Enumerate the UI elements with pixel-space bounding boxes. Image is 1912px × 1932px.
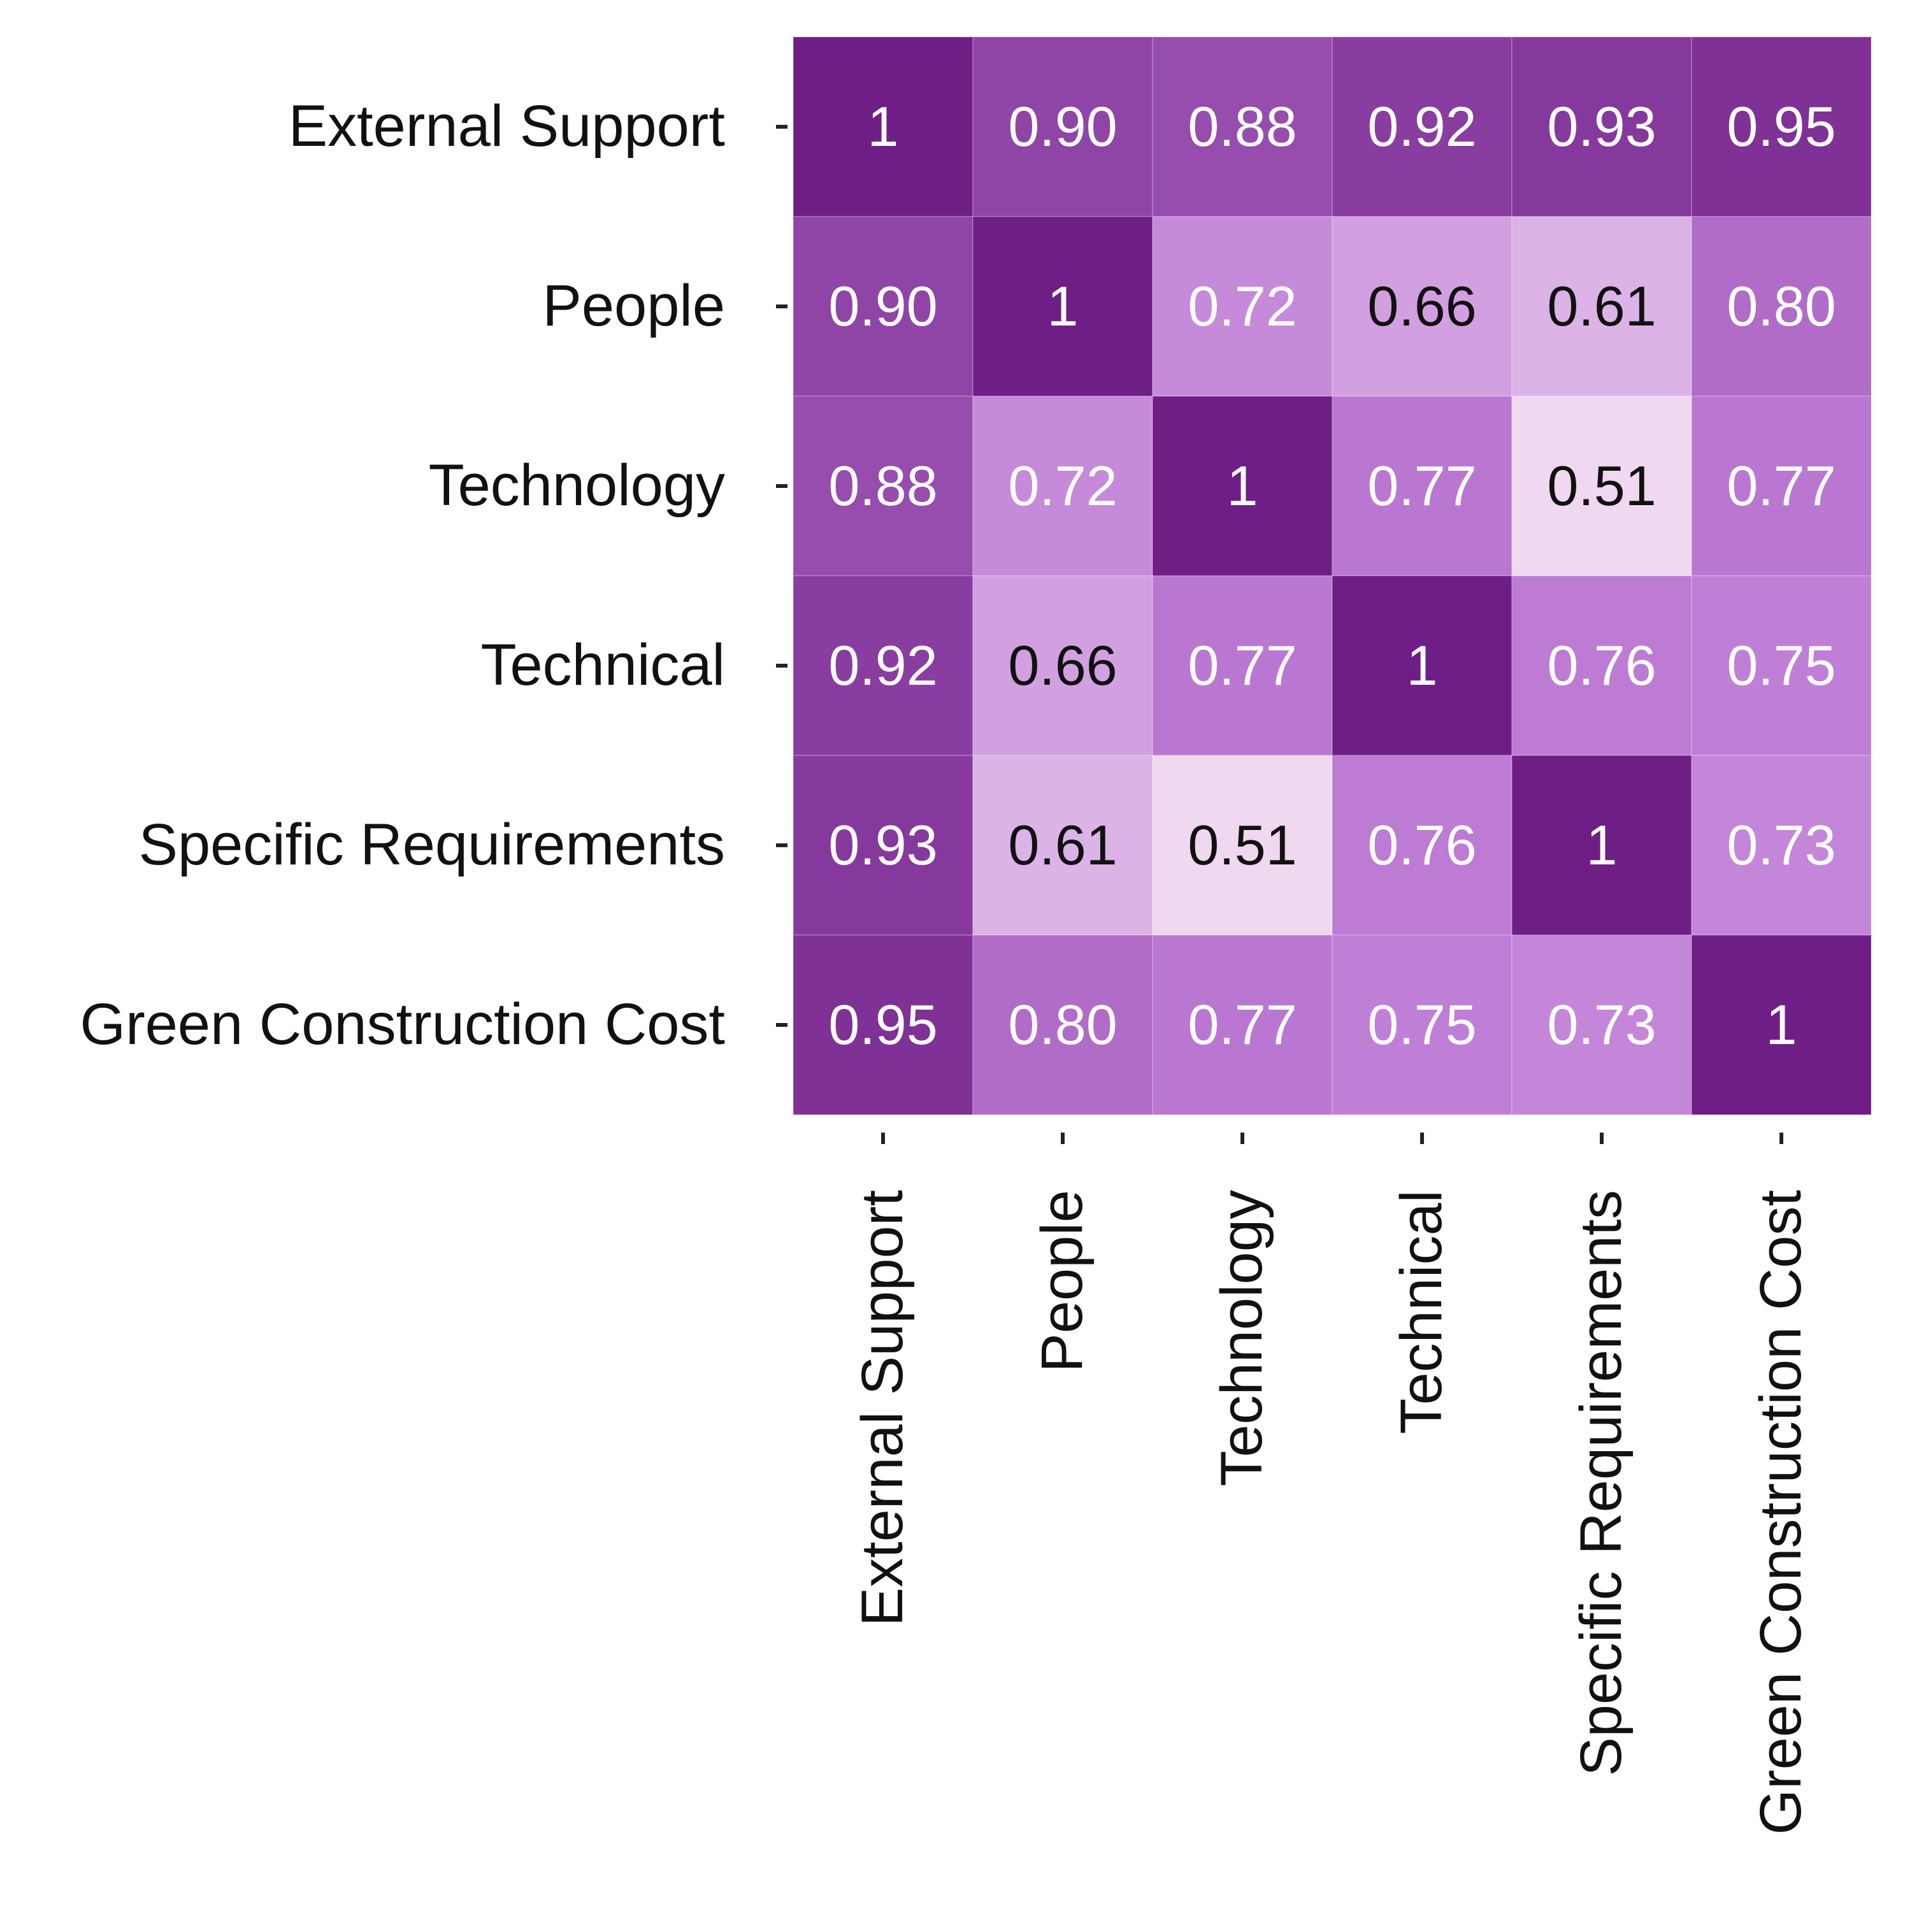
- heatmap-value-specific-requirements-green-construction-cost: 0.73: [1727, 813, 1836, 877]
- heatmap-cell-technology-specific-requirements: [1511, 396, 1692, 576]
- column-label-technical: Technical: [1389, 1190, 1454, 1435]
- heatmap-value-external-support-green-construction-cost: 0.95: [1727, 95, 1836, 158]
- heatmap-cell-technical-external-support: [793, 575, 974, 756]
- row-label-green-construction-cost: Green Construction Cost: [80, 992, 725, 1057]
- heatmap-cell-green-construction-cost-external-support: [793, 934, 974, 1115]
- heatmap-value-specific-requirements-external-support: 0.93: [828, 813, 937, 877]
- heatmap-value-technology-people: 0.72: [1008, 454, 1117, 517]
- heatmap-value-green-construction-cost-green-construction-cost: 1: [1766, 993, 1797, 1056]
- heatmap-cell-technology-external-support: [793, 396, 974, 576]
- column-label-technology: Technology: [1209, 1190, 1274, 1486]
- heatmap-value-people-people: 1: [1047, 275, 1079, 338]
- heatmap-value-external-support-people: 0.90: [1008, 95, 1117, 158]
- heatmap-value-specific-requirements-technical: 0.76: [1367, 813, 1476, 877]
- heatmap-value-specific-requirements-people: 0.61: [1008, 813, 1117, 877]
- heatmap-value-green-construction-cost-specific-requirements: 0.73: [1547, 993, 1656, 1056]
- heatmap-value-external-support-external-support: 1: [868, 95, 899, 158]
- heatmap-cell-technical-specific-requirements: [1511, 575, 1692, 756]
- heatmap-value-technical-green-construction-cost: 0.75: [1727, 634, 1836, 697]
- heatmap-cell-technology-technical: [1332, 396, 1513, 576]
- column-label-people: People: [1030, 1190, 1095, 1372]
- heatmap-cell-technical-people: [972, 575, 1153, 756]
- heatmap-cell-external-support-specific-requirements: [1511, 36, 1692, 217]
- heatmap-value-people-green-construction-cost: 0.80: [1727, 275, 1836, 338]
- row-label-specific-requirements: Specific Requirements: [139, 812, 725, 877]
- row-label-technical: Technical: [480, 633, 725, 698]
- column-label-external-support: External Support: [850, 1190, 915, 1626]
- heatmap-value-technical-specific-requirements: 0.76: [1547, 634, 1656, 697]
- heatmap-value-external-support-specific-requirements: 0.93: [1547, 95, 1656, 158]
- heatmap-value-technical-technical: 1: [1407, 634, 1438, 697]
- heatmap-cell-technical-green-construction-cost: [1691, 575, 1872, 756]
- heatmap-value-specific-requirements-specific-requirements: 1: [1586, 813, 1618, 877]
- heatmap-value-technical-external-support: 0.92: [828, 634, 937, 697]
- heatmap-value-green-construction-cost-technology: 0.77: [1188, 993, 1297, 1056]
- heatmap-value-green-construction-cost-people: 0.80: [1008, 993, 1117, 1056]
- heatmap-cell-external-support-technology: [1152, 36, 1333, 217]
- heatmap-cell-specific-requirements-green-construction-cost: [1691, 755, 1872, 936]
- heatmap-value-technology-technology: 1: [1227, 454, 1258, 517]
- heatmap-value-technology-external-support: 0.88: [828, 454, 937, 517]
- column-label-green-construction-cost: Green Construction Cost: [1748, 1190, 1813, 1835]
- row-labels: External Support People Technology Technica…: [80, 94, 787, 1057]
- heatmap-cell-external-support-external-support: [793, 36, 974, 217]
- heatmap-value-people-technical: 0.66: [1367, 275, 1476, 338]
- heatmap-cell-external-support-people: [972, 36, 1153, 217]
- heatmap-cell-technology-technology: [1152, 396, 1333, 576]
- heatmap-cell-external-support-technical: [1332, 36, 1513, 217]
- heatmap-cell-external-support-green-construction-cost: [1691, 36, 1872, 217]
- row-label-people: People: [543, 273, 725, 338]
- heatmap-cell-people-technical: [1332, 216, 1513, 397]
- heatmap-value-technology-green-construction-cost: 0.77: [1727, 454, 1836, 517]
- heatmap-cell-green-construction-cost-specific-requirements: [1511, 934, 1692, 1115]
- column-label-specific-requirements: Specific Requirements: [1569, 1190, 1634, 1776]
- heatmap-value-green-construction-cost-external-support: 0.95: [828, 993, 937, 1056]
- heatmap-cell-specific-requirements-technology: [1152, 755, 1333, 936]
- heatmap-cell-technical-technical: [1332, 575, 1513, 756]
- heatmap-cell-specific-requirements-specific-requirements: [1511, 755, 1692, 936]
- row-label-external-support: External Support: [289, 94, 725, 159]
- heatmap-value-external-support-technology: 0.88: [1188, 95, 1297, 158]
- heatmap-cell-people-green-construction-cost: [1691, 216, 1872, 397]
- column-labels: External Support People Technology Technica…: [850, 1133, 1813, 1835]
- heatmap-value-people-external-support: 0.90: [828, 275, 937, 338]
- row-label-technology: Technology: [429, 453, 725, 518]
- heatmap-value-technical-people: 0.66: [1008, 634, 1117, 697]
- heatmap-value-green-construction-cost-technical: 0.75: [1367, 993, 1476, 1056]
- heatmap-cell-specific-requirements-external-support: [793, 755, 974, 936]
- heatmap-value-people-technology: 0.72: [1188, 275, 1297, 338]
- heatmap-cell-green-construction-cost-green-construction-cost: [1691, 934, 1872, 1115]
- heatmap-cell-technology-people: [972, 396, 1153, 576]
- heatmap-value-people-specific-requirements: 0.61: [1547, 275, 1656, 338]
- heatmap-cell-technology-green-construction-cost: [1691, 396, 1872, 576]
- heatmap-value-specific-requirements-technology: 0.51: [1188, 813, 1297, 877]
- heatmap-cells: 1 0.90 0.88 0.92 0.93 0.95 0.90 1 0.72 0.66 0.61 0.…: [793, 36, 1872, 1115]
- heatmap-value-technology-technical: 0.77: [1367, 454, 1476, 517]
- heatmap-cell-technical-technology: [1152, 575, 1333, 756]
- heatmap-value-technical-technology: 0.77: [1188, 634, 1297, 697]
- heatmap-cell-people-people: [972, 216, 1153, 397]
- heatmap-value-technology-specific-requirements: 0.51: [1547, 454, 1656, 517]
- heatmap-value-external-support-technical: 0.92: [1367, 95, 1476, 158]
- heatmap-cell-specific-requirements-technical: [1332, 755, 1513, 936]
- heatmap-cell-green-construction-cost-technical: [1332, 934, 1513, 1115]
